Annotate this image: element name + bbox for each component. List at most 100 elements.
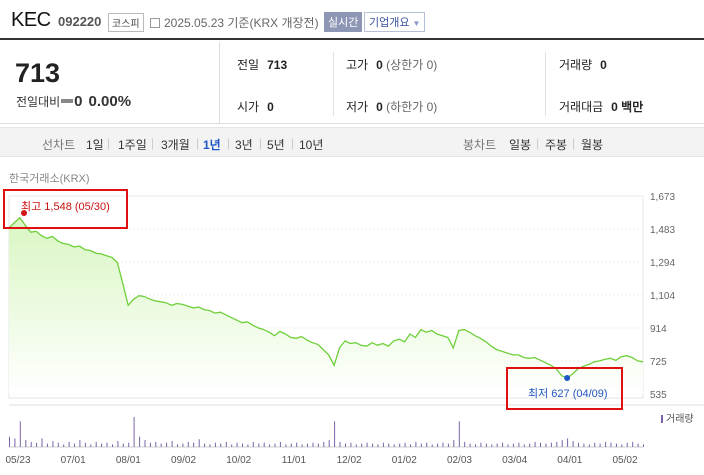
tab-3m[interactable]: 3개월	[161, 138, 190, 152]
volume-bar	[139, 436, 141, 447]
volume-bar	[550, 442, 552, 447]
volume-bar	[112, 444, 113, 447]
y-tick-label: 1,294	[650, 258, 675, 269]
tab-1d[interactable]: 1일	[86, 138, 104, 152]
change-label: 전일대비	[16, 95, 61, 109]
tab-10y[interactable]: 10년	[299, 138, 324, 152]
volume-bar	[106, 442, 108, 447]
tab-3y[interactable]: 3년	[235, 138, 253, 152]
tab-daily[interactable]: 일봉	[509, 138, 532, 152]
volume-bar	[382, 442, 384, 447]
high-label: 최고 1,548 (05/30)	[21, 201, 110, 213]
x-tick-label: 05/23	[5, 455, 30, 466]
volume-bar	[464, 441, 466, 447]
volume-bar	[166, 442, 168, 447]
stat-prev-value: 713	[267, 58, 288, 72]
volume-bar	[231, 444, 233, 447]
volume-bar	[345, 443, 346, 447]
volume-bar	[225, 441, 227, 447]
volume-bar	[36, 442, 38, 447]
stat-amount-value: 0 백만	[611, 100, 644, 114]
volume-bar	[366, 442, 368, 447]
volume-bar	[507, 444, 509, 447]
volume-bar	[626, 442, 628, 447]
volume-bar	[128, 442, 130, 447]
flat-icon	[61, 99, 74, 103]
volume-bar	[567, 438, 569, 447]
stat-high: 고가 0 (상한가 0)	[346, 56, 437, 73]
volume-bar	[263, 442, 265, 447]
realtime-button[interactable]: 실시간	[324, 12, 363, 32]
volume-bar	[252, 441, 254, 447]
stat-low: 저가 0 (하한가 0)	[346, 98, 437, 115]
company-info-dropdown[interactable]: 기업개요 ▼	[364, 12, 426, 32]
volume-bar	[502, 442, 504, 447]
stat-open-label: 시가	[237, 100, 260, 114]
x-tick-label: 08/01	[116, 455, 141, 466]
tab-separator: |	[107, 136, 111, 150]
tab-monthly[interactable]: 월봉	[581, 138, 604, 152]
x-tick-label: 05/02	[612, 455, 637, 466]
volume-bar	[279, 441, 281, 447]
tab-1y[interactable]: 1년	[203, 138, 221, 152]
divider	[545, 52, 546, 116]
tab-weekly[interactable]: 주봉	[545, 138, 568, 152]
volume-bar	[187, 441, 189, 447]
quote-date-text: 2025.05.23 기준(KRX 개장전)	[164, 16, 319, 30]
candle-chart-label: 봉차트	[463, 138, 497, 152]
volume-bar	[236, 442, 238, 447]
volume-bar	[30, 441, 32, 447]
volume-bar	[117, 441, 119, 447]
volume-bar	[204, 443, 206, 447]
volume-bar	[214, 442, 216, 447]
y-tick-label: 725	[650, 357, 667, 368]
stat-high-value: 0	[376, 58, 383, 72]
volume-bar	[193, 442, 195, 447]
volume-bar	[177, 444, 178, 447]
volume-bar	[594, 442, 596, 447]
tab-separator: |	[291, 136, 295, 150]
x-tick-label: 11/01	[282, 455, 307, 466]
volume-bar	[14, 438, 16, 447]
volume-bar	[637, 443, 639, 447]
volume-bar	[350, 442, 352, 447]
volume-bar	[307, 443, 308, 447]
volume-bar	[621, 444, 623, 447]
volume-bar	[615, 443, 617, 447]
tab-separator: |	[572, 136, 576, 150]
chart-source: 한국거래소(KRX)	[9, 173, 90, 185]
company-info-label: 기업개요	[369, 17, 410, 29]
tab-1w[interactable]: 1주일	[118, 138, 147, 152]
y-tick-label: 1,673	[650, 192, 675, 203]
volume-bar	[420, 443, 422, 447]
stock-header: KEC 092220 코스피 2025.05.23 기준(KRX 개장전) 실시…	[0, 0, 704, 40]
volume-bar	[632, 441, 634, 447]
volume-bar	[317, 443, 319, 447]
tab-5y[interactable]: 5년	[267, 138, 285, 152]
calendar-icon	[150, 18, 160, 28]
volume-bar	[101, 443, 103, 447]
volume-bar	[534, 441, 536, 447]
current-price: 713	[15, 58, 61, 88]
volume-bar	[290, 443, 292, 447]
volume-bar	[491, 444, 493, 447]
stat-low-label: 저가	[346, 100, 369, 114]
volume-bar	[469, 443, 471, 447]
volume-bar	[485, 443, 487, 447]
volume-bar	[426, 442, 428, 447]
high-highlight-box	[3, 189, 128, 229]
volume-bar	[209, 444, 211, 447]
volume-bar	[431, 444, 433, 447]
volume-bar	[84, 442, 86, 447]
volume-bar	[9, 436, 10, 447]
x-tick-label: 10/02	[226, 455, 251, 466]
volume-bar	[312, 442, 314, 447]
stat-amount: 거래대금 0 백만	[559, 98, 643, 115]
volume-bar	[561, 440, 563, 447]
volume-bar	[355, 444, 357, 447]
low-highlight-box	[506, 367, 623, 410]
tab-separator: |	[151, 136, 155, 150]
stat-prev: 전일 713	[237, 56, 287, 73]
stat-open: 시가 0	[237, 98, 274, 115]
stat-open-value: 0	[267, 100, 274, 114]
